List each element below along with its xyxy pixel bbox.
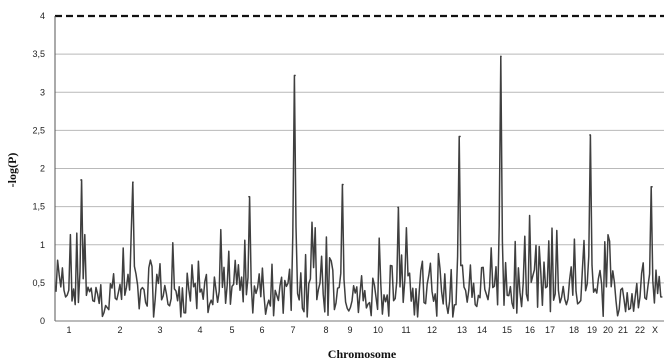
plot-area bbox=[55, 14, 664, 318]
x-tick-label: 7 bbox=[290, 325, 295, 335]
y-tick-label: 0 bbox=[40, 316, 45, 326]
x-tick-label: 3 bbox=[157, 325, 162, 335]
x-tick-label: 10 bbox=[373, 325, 383, 335]
peak-point bbox=[80, 179, 82, 181]
y-tick-label: 3 bbox=[40, 87, 45, 97]
peak-point bbox=[459, 135, 461, 138]
peak-point bbox=[589, 134, 591, 136]
x-tick-label: 1 bbox=[66, 325, 71, 335]
peak-point bbox=[132, 181, 134, 184]
x-tick-label: 22 bbox=[635, 325, 645, 335]
x-tick-label: 17 bbox=[545, 325, 555, 335]
x-tick-label: 15 bbox=[502, 325, 512, 335]
x-tick-label: 18 bbox=[569, 325, 579, 335]
y-tick-label: 4 bbox=[40, 11, 45, 21]
x-axis: 1 2 3 4 5 6 7 8 9 10 11 12 13 14 15 16 17 18 19 20 21 22 X bbox=[55, 320, 664, 335]
x-tick-label: 12 bbox=[427, 325, 437, 335]
x-tick-label: 14 bbox=[477, 325, 487, 335]
y-tick-label: 2,5 bbox=[32, 125, 45, 135]
peak-point bbox=[397, 206, 399, 209]
x-tick-label: 20 bbox=[603, 325, 613, 335]
x-tick-label: 5 bbox=[229, 325, 234, 335]
y-tick-label: 1,5 bbox=[32, 202, 45, 212]
x-axis-title: Chromosome bbox=[328, 347, 397, 361]
x-tick-label: 11 bbox=[401, 325, 410, 335]
x-tick-label: X bbox=[652, 325, 658, 335]
x-tick-label: 4 bbox=[197, 325, 202, 335]
x-tick-label: 8 bbox=[323, 325, 328, 335]
y-tick-label: 2 bbox=[40, 164, 45, 174]
peak-point bbox=[248, 195, 250, 198]
x-tick-label: 9 bbox=[347, 325, 352, 335]
y-tick-label: 3,5 bbox=[32, 49, 45, 59]
x-tick-label: 6 bbox=[259, 325, 264, 335]
peak-point bbox=[500, 55, 502, 58]
x-tick-label: 21 bbox=[618, 325, 628, 335]
x-tick-label: 19 bbox=[587, 325, 597, 335]
association-trace bbox=[55, 55, 663, 318]
y-axis: 0 0,5 1 1,5 2 2,5 3 3,5 4 bbox=[32, 11, 56, 326]
peak-point bbox=[651, 186, 653, 188]
x-tick-label: 2 bbox=[117, 325, 122, 335]
peak-point bbox=[342, 183, 344, 186]
x-tick-label: 13 bbox=[457, 325, 467, 335]
y-tick-label: 1 bbox=[40, 240, 45, 250]
y-tick-label: 0,5 bbox=[32, 278, 45, 288]
y-axis-title: -log(P) bbox=[5, 153, 19, 188]
x-tick-label: 16 bbox=[525, 325, 535, 335]
peak-point bbox=[294, 74, 296, 77]
